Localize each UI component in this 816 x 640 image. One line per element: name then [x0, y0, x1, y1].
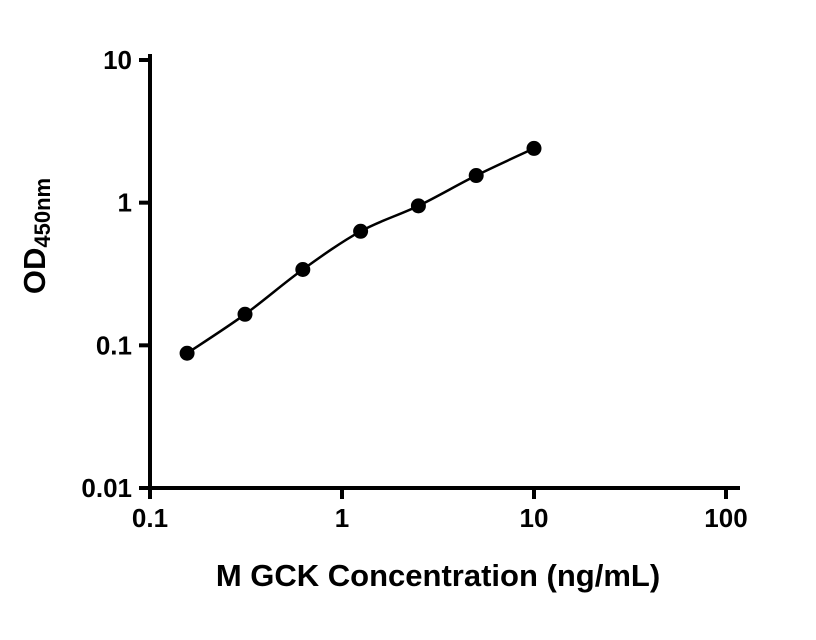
data-point — [179, 345, 195, 361]
y-axis-title: OD450nm — [17, 126, 59, 346]
y-axis-tick-label: 1 — [118, 188, 132, 218]
y-axis-tick-label: 0.01 — [81, 473, 132, 503]
data-point — [410, 198, 426, 214]
x-axis-tick-label: 100 — [704, 503, 747, 533]
x-axis-tick-label: 1 — [335, 503, 349, 533]
data-point — [295, 262, 311, 278]
data-point — [353, 223, 369, 239]
x-axis-tick-label: 10 — [520, 503, 549, 533]
data-point — [468, 168, 484, 184]
x-axis-tick-label: 0.1 — [132, 503, 168, 533]
y-axis-tick-label: 0.1 — [96, 330, 132, 360]
data-point — [526, 140, 542, 156]
x-axis-title: M GCK Concentration (ng/mL) — [215, 558, 661, 593]
y-axis-title-subscript: 450nm — [30, 177, 55, 248]
data-point — [237, 306, 253, 322]
y-axis-title-main: OD — [17, 247, 52, 295]
y-axis-tick-label: 10 — [103, 45, 132, 75]
